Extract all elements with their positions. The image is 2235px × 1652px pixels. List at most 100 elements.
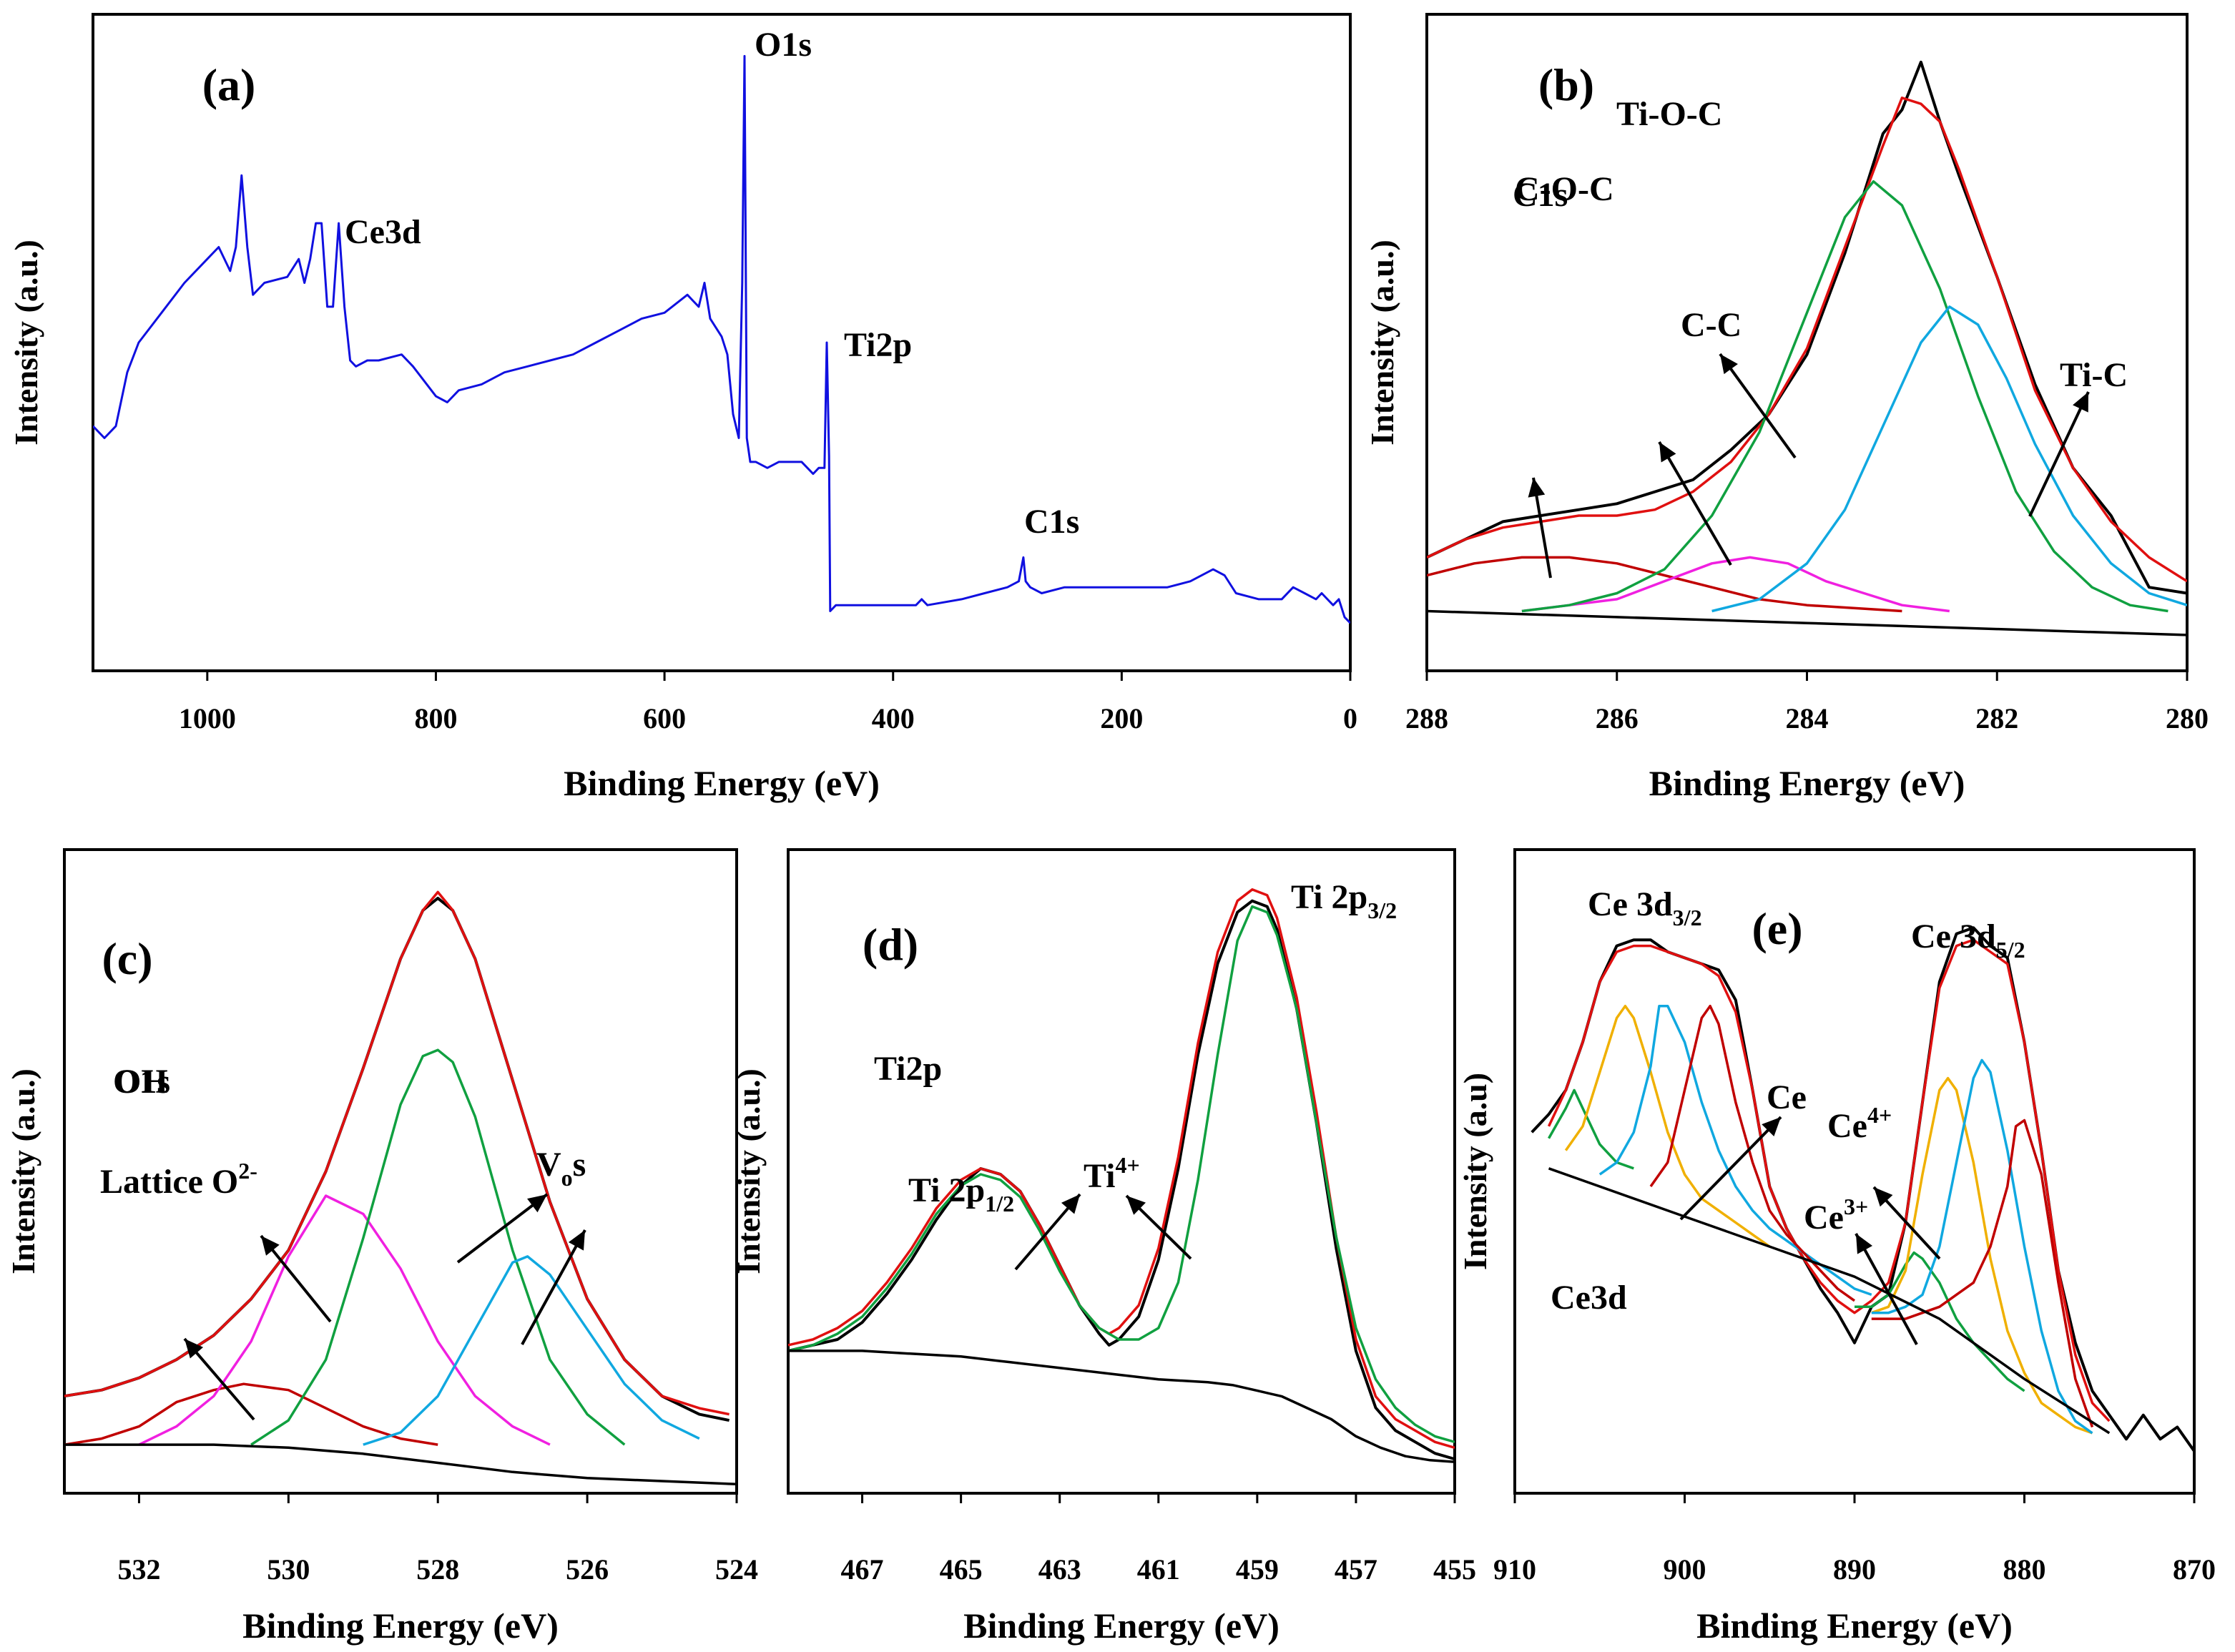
annotation-label: Ce 3d3/2 <box>1588 885 1702 930</box>
annotation-arrow <box>2028 391 2090 517</box>
annotation-label: Ti-C <box>2060 356 2128 394</box>
x-tick-label: 461 <box>1137 1553 1180 1585</box>
series-vo <box>250 1048 626 1446</box>
x-tick-label: 890 <box>1833 1553 1876 1585</box>
x-tick-label: 286 <box>1596 702 1639 734</box>
series-c4 <box>1649 1004 1856 1302</box>
panel-title: C1s <box>1513 176 1568 214</box>
arrow-head <box>1659 442 1676 463</box>
series-vo2 <box>363 1255 700 1446</box>
series-raw <box>64 896 730 1422</box>
series-c-c <box>1521 180 2168 613</box>
y-axis-label: Intensity (a.u.) <box>5 1068 41 1274</box>
panel-b: 288 286 284 282 280 Binding Energy (eV) Intens… <box>1364 13 2209 803</box>
annotation-label: Vos <box>536 1146 586 1191</box>
annotation-label: Ce <box>1767 1078 1807 1116</box>
series-ti-o-c <box>1521 556 1950 613</box>
annotation-label: Ti4+ <box>1084 1152 1140 1195</box>
arrow-head <box>1061 1194 1080 1214</box>
series-survey <box>93 54 1350 624</box>
series-raw <box>788 899 1455 1461</box>
series-background <box>788 1349 1455 1463</box>
annotation-arrow <box>456 1193 549 1264</box>
y-axis-label: Intensity (a.u.) <box>1364 240 1400 446</box>
annotation-arrow <box>521 1229 586 1345</box>
series-c8 <box>1871 1118 2094 1428</box>
arrow-head <box>1126 1196 1146 1215</box>
x-axis-label: Binding Energy (eV) <box>564 763 880 803</box>
annotation-label: Ti 2p1/2 <box>908 1171 1014 1216</box>
x-tick-label: 280 <box>2166 702 2209 734</box>
arrow-head <box>1874 1187 1893 1207</box>
panel-label: (e) <box>1752 903 1802 954</box>
x-axis-label: Binding Energy (eV) <box>1649 763 1965 803</box>
x-tick-label: 284 <box>1786 702 1829 734</box>
annotation-arrow <box>1855 1233 1918 1345</box>
annotation-label: OH <box>114 1063 168 1101</box>
x-tick-label: 526 <box>566 1553 609 1585</box>
x-tick-label: 400 <box>872 702 915 734</box>
series-background <box>64 1443 737 1486</box>
x-tick-label: 459 <box>1236 1553 1279 1585</box>
arrow-head <box>1528 478 1546 498</box>
series-c5 <box>1855 1251 2025 1392</box>
arrow-head <box>527 1194 547 1213</box>
annotation-label: Ce3+ <box>1804 1194 1868 1236</box>
y-axis-label: Intensity (a.u.) <box>730 1068 767 1274</box>
x-axis-label: Binding Energy (eV) <box>963 1606 1279 1646</box>
panel-label: (c) <box>102 933 152 984</box>
annotation-label: Ti 2p3/2 <box>1291 878 1397 923</box>
series-envelope <box>1427 97 2187 583</box>
series-c2 <box>1564 1004 1771 1248</box>
y-axis-label: Intensity (a.u.) <box>8 240 44 446</box>
annotation-label: C-O-C <box>1515 170 1614 208</box>
annotation-arrow <box>1719 353 1797 459</box>
y-axis-label: Intensity (a.u) <box>1457 1073 1493 1270</box>
x-tick-label: 288 <box>1405 702 1448 734</box>
arrow-head <box>568 1230 585 1251</box>
x-tick-label: 282 <box>1975 702 2018 734</box>
plot-frame <box>787 848 1456 1495</box>
x-tick-label: 200 <box>1100 702 1143 734</box>
panel-d: 467 465 463 461 459 457 455 Binding Energy (eV)… <box>730 848 1476 1646</box>
x-axis-label: Binding Energy (eV) <box>1696 1606 2013 1646</box>
series-envelope <box>64 890 730 1416</box>
x-tick-label: 465 <box>940 1553 983 1585</box>
series-c6 <box>1871 1076 2093 1435</box>
arrow-head <box>185 1339 204 1359</box>
x-axis-label: Binding Energy (eV) <box>242 1606 559 1646</box>
x-tick-label: 900 <box>1664 1553 1706 1585</box>
x-tick-label: 530 <box>267 1553 310 1585</box>
x-tick-label: 870 <box>2173 1553 2216 1585</box>
panel-label: (a) <box>202 59 256 110</box>
x-tick-label: 457 <box>1335 1553 1377 1585</box>
series-raw <box>1531 926 2194 1452</box>
x-tick-label: 532 <box>117 1553 160 1585</box>
annotation-label: Lattice O2- <box>100 1158 257 1201</box>
annotation-arrow <box>1679 1116 1782 1221</box>
x-tick-label: 463 <box>1038 1553 1081 1585</box>
panel-title: Ti2p <box>874 1050 942 1088</box>
series-envelope <box>1547 938 2111 1422</box>
series-group <box>1427 60 2187 636</box>
arrow-head <box>261 1236 280 1256</box>
arrow-head <box>1720 354 1738 375</box>
arrow-head <box>1762 1117 1781 1136</box>
series-group <box>1531 926 2194 1452</box>
annotation-label: Ce 3d5/2 <box>1911 918 2025 963</box>
panel-a: 1000 800 600 400 200 0 Binding Energy (eV) Inte… <box>8 13 1357 803</box>
x-tick-label: 800 <box>414 702 457 734</box>
x-tick-label: 524 <box>715 1553 758 1585</box>
series-raw <box>1427 60 2187 595</box>
annotation-label: Ce4+ <box>1827 1102 1892 1145</box>
panel-c: 532 530 528 526 524 Binding Energy (eV) Intens… <box>5 848 758 1646</box>
panel-label: (d) <box>863 919 918 970</box>
x-tick-label: 0 <box>1343 702 1357 734</box>
x-tick-label: 600 <box>643 702 686 734</box>
series-c-o-c <box>1427 556 1902 613</box>
arrow-head <box>2073 392 2088 413</box>
annotation-label: C-C <box>1681 306 1742 344</box>
series-group <box>93 54 1350 624</box>
annotation-arrow <box>1658 441 1732 566</box>
